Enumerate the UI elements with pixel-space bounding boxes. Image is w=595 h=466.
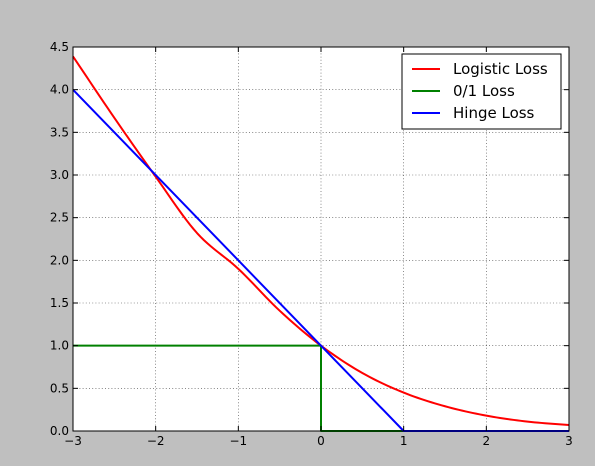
x-tick-label: 2 <box>483 434 491 448</box>
legend: Logistic Loss 0/1 Loss Hinge Loss <box>401 53 562 130</box>
y-tick-label: 3.5 <box>50 125 69 139</box>
x-tick-labels: −3 −2 −1 0 1 2 3 <box>64 434 573 448</box>
x-tick-label: −2 <box>147 434 165 448</box>
x-tick-label: −3 <box>64 434 82 448</box>
grid <box>73 47 569 431</box>
y-tick-label: 1.5 <box>50 296 69 310</box>
legend-zero-one-loss-label: 0/1 Loss <box>453 82 515 100</box>
legend-logistic-loss-label: Logistic Loss <box>453 60 548 78</box>
legend-hinge-loss-label: Hinge Loss <box>453 104 535 122</box>
y-tick-label: 0.5 <box>50 381 69 395</box>
y-tick-label: 0.0 <box>50 424 69 438</box>
axis-ticks <box>72 46 570 432</box>
x-tick-label: −1 <box>229 434 247 448</box>
y-tick-label: 1.0 <box>50 339 69 353</box>
y-tick-label: 3.0 <box>50 168 69 182</box>
y-tick-label: 4.0 <box>50 83 69 97</box>
y-tick-label: 2.0 <box>50 253 69 267</box>
y-tick-label: 4.5 <box>50 40 69 54</box>
x-tick-label: 3 <box>565 434 573 448</box>
y-tick-labels: 0.0 0.5 1.0 1.5 2.0 2.5 3.0 3.5 4.0 4.5 <box>50 40 69 438</box>
x-tick-label: 1 <box>400 434 408 448</box>
x-tick-label: 0 <box>317 434 325 448</box>
y-tick-label: 2.5 <box>50 211 69 225</box>
